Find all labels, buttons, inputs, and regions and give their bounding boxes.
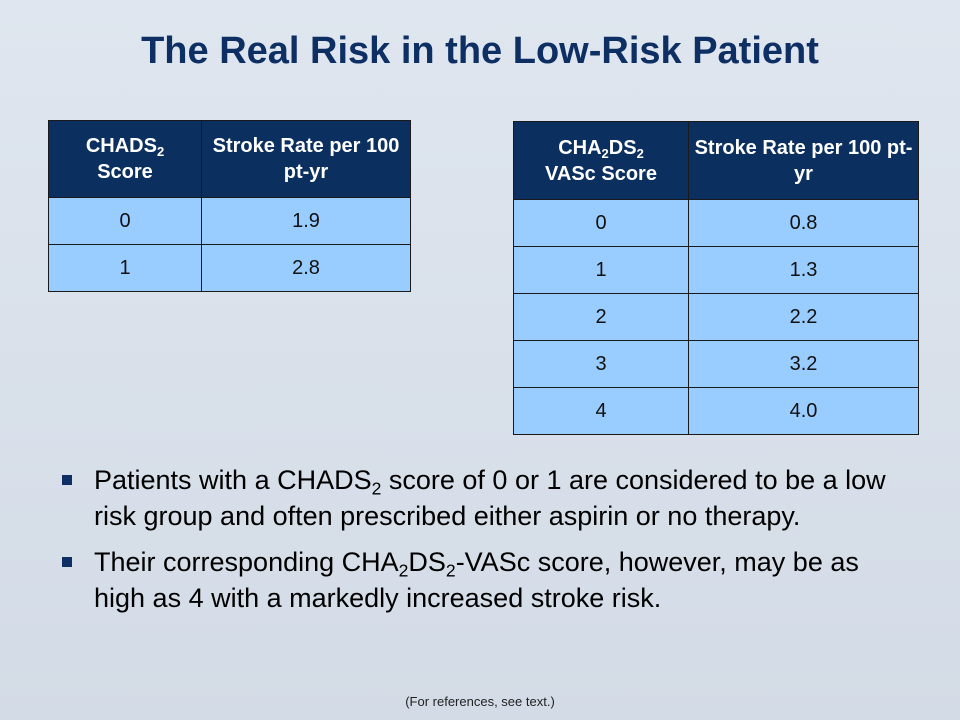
table-header-row: CHADS2 Score Stroke Rate per 100 pt-yr	[48, 120, 411, 198]
stroke-rate-header: Stroke Rate per 100 pt-yr	[688, 121, 919, 200]
table-row: 3 3.2	[513, 340, 919, 388]
table-row: 4 4.0	[513, 387, 919, 435]
rate-cell: 3.2	[688, 340, 919, 388]
rate-cell: 4.0	[688, 387, 919, 435]
score-cell: 1	[513, 246, 689, 294]
cha2ds2-vasc-table: CHA2DS2VASc Score Stroke Rate per 100 pt…	[513, 121, 919, 435]
square-bullet-icon	[62, 557, 72, 567]
table-header-row: CHA2DS2VASc Score Stroke Rate per 100 pt…	[513, 121, 919, 200]
score-cell: 3	[513, 340, 689, 388]
score-cell: 4	[513, 387, 689, 435]
score-cell: 0	[513, 199, 689, 247]
score-cell: 1	[48, 244, 202, 292]
rate-cell: 2.2	[688, 293, 919, 341]
chads2-table: CHADS2 Score Stroke Rate per 100 pt-yr 0…	[48, 120, 411, 292]
table-row: 2 2.2	[513, 293, 919, 341]
score-cell: 2	[513, 293, 689, 341]
bullet-list: Patients with a CHADS2 score of 0 or 1 a…	[62, 462, 892, 626]
slide-title: The Real Risk in the Low-Risk Patient	[141, 30, 819, 72]
rate-cell: 1.9	[201, 197, 411, 245]
list-item: Patients with a CHADS2 score of 0 or 1 a…	[62, 462, 892, 534]
rate-cell: 2.8	[201, 244, 411, 292]
stroke-rate-header: Stroke Rate per 100 pt-yr	[201, 120, 411, 198]
table-row: 1 2.8	[48, 244, 411, 292]
square-bullet-icon	[62, 475, 72, 485]
table-row: 0 0.8	[513, 199, 919, 247]
cha2ds2-vasc-score-header: CHA2DS2VASc Score	[513, 121, 689, 200]
chads2-score-header: CHADS2 Score	[48, 120, 202, 198]
references-footnote: (For references, see text.)	[405, 694, 555, 709]
table-row: 1 1.3	[513, 246, 919, 294]
table-row: 0 1.9	[48, 197, 411, 245]
rate-cell: 1.3	[688, 246, 919, 294]
list-item: Their corresponding CHA2DS2-VASc score, …	[62, 544, 892, 616]
score-cell: 0	[48, 197, 202, 245]
rate-cell: 0.8	[688, 199, 919, 247]
